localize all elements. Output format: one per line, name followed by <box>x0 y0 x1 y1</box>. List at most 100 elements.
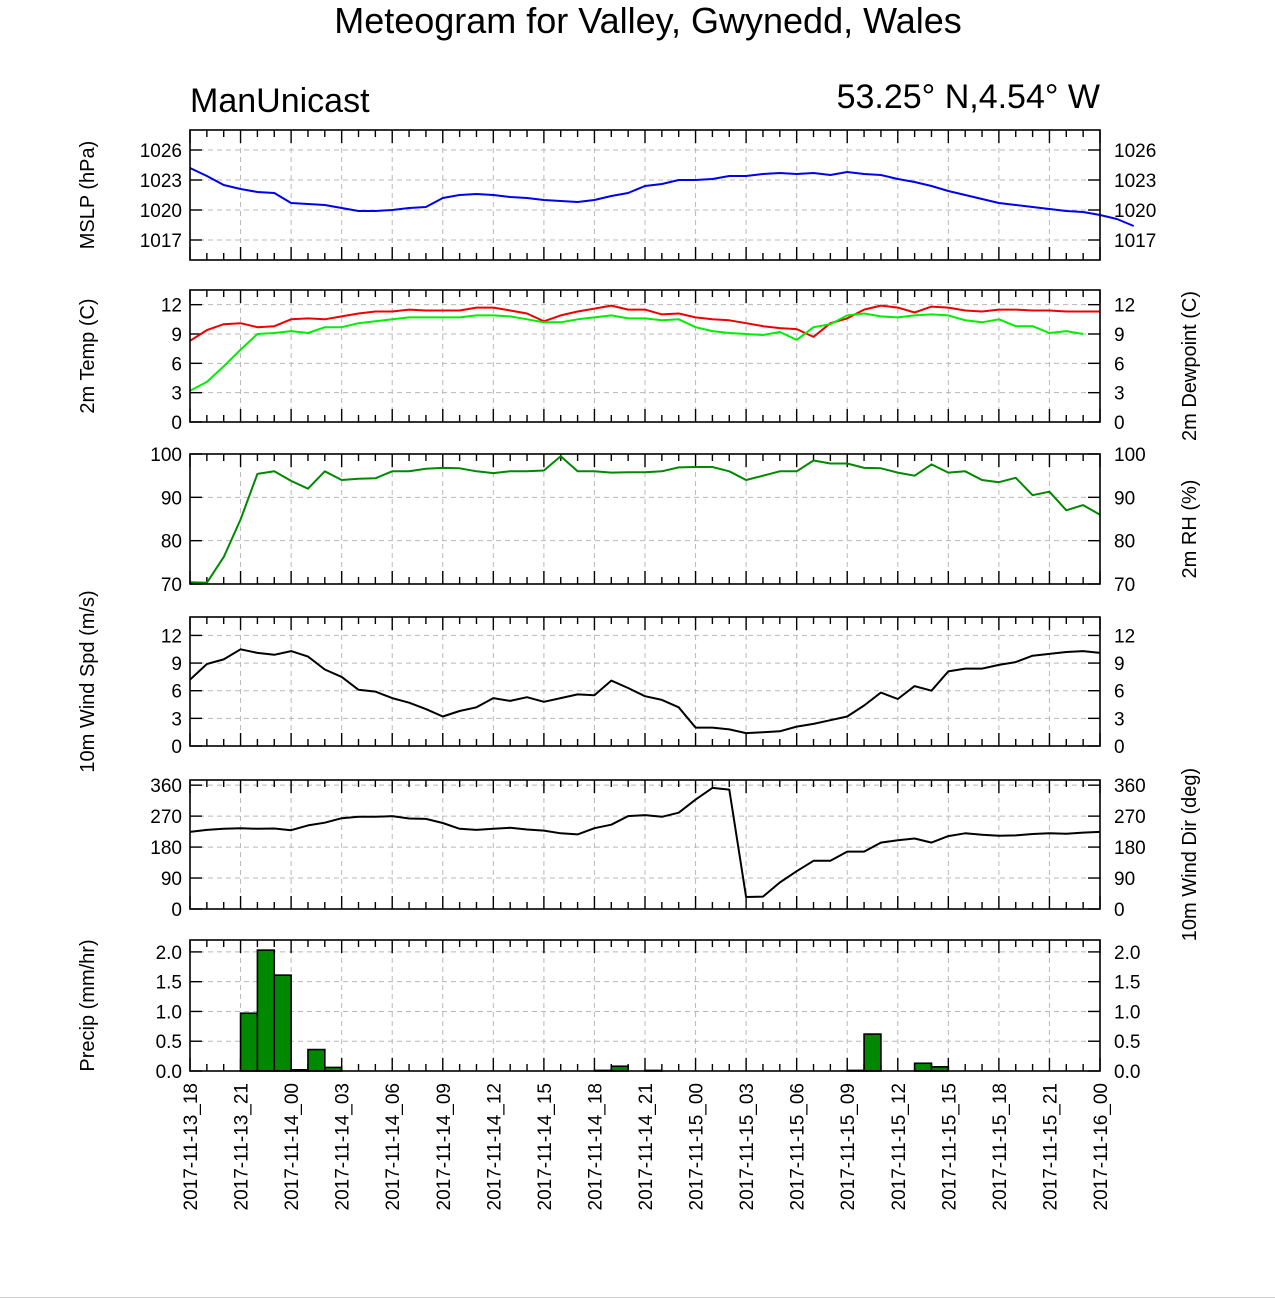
precip-bar <box>273 974 292 1072</box>
x-tick-label: 2017-11-15_15 <box>939 1083 960 1210</box>
x-tick-label: 2017-11-14_06 <box>383 1083 404 1210</box>
y-tick-label-right: 1026 <box>1114 141 1156 162</box>
y-tick-label-left: 0 <box>171 900 182 921</box>
y-tick-label-right: 9 <box>1114 654 1125 675</box>
panel-wdir: 0 0 90 90 180 180 270 270 360 360 10m Wind Dir (de… <box>150 768 1201 941</box>
y-tick-label-left: 90 <box>161 869 182 890</box>
y-tick-label-right: 0 <box>1114 900 1125 921</box>
x-tick-label: 2017-11-15_18 <box>990 1083 1011 1210</box>
y-tick-label-left: 1023 <box>140 171 182 192</box>
chart-title: Meteogram for Valley, Gwynedd, Wales <box>334 0 962 41</box>
wdir-series-0 <box>189 786 1101 898</box>
bottom-divider <box>0 1297 1275 1298</box>
y-tick-label-left: 0.5 <box>156 1032 182 1053</box>
y-tick-label-right: 1.5 <box>1114 973 1140 994</box>
x-tick-label: 2017-11-15_00 <box>687 1083 708 1210</box>
y-tick-label-left: 1.0 <box>156 1002 182 1023</box>
y-tick-label-right: 90 <box>1114 488 1135 509</box>
panel-wspd: 0 0 3 3 6 6 9 9 12 12 10m Wind Spd (m/s) <box>77 590 1135 772</box>
panels: 1017 1017 1020 1020 1023 1023 1026 1026 MSLP (hP… <box>77 129 1201 1210</box>
temp-series-1 <box>189 312 1084 392</box>
y-axis-label-left: 10m Wind Spd (m/s) <box>77 590 99 772</box>
panel-frame <box>189 289 1101 423</box>
y-tick-label-left: 12 <box>161 626 182 647</box>
y-tick-label-left: 0 <box>171 413 182 434</box>
panel-temp: 0 0 3 3 6 6 9 9 12 12 2m Temp (C) 2m Dewpoint (C) <box>77 289 1201 441</box>
y-tick-label-right: 6 <box>1114 682 1125 703</box>
x-tick-label: 2017-11-16_00 <box>1091 1083 1112 1210</box>
y-tick-label-right: 0 <box>1114 413 1125 434</box>
y-axis-label-right: 2m RH (%) <box>1179 480 1201 579</box>
y-tick-label-left: 2.0 <box>156 943 182 964</box>
x-tick-label: 2017-11-14_21 <box>636 1083 657 1210</box>
y-tick-label-left: 9 <box>171 654 182 675</box>
y-tick-label-right: 3 <box>1114 384 1125 405</box>
rh-series-0 <box>189 455 1101 584</box>
y-tick-label-right: 2.0 <box>1114 943 1140 964</box>
y-tick-label-left: 12 <box>161 296 182 317</box>
y-tick-label-right: 180 <box>1114 838 1146 859</box>
x-tick-label: 2017-11-14_12 <box>484 1083 505 1210</box>
y-tick-label-right: 70 <box>1114 575 1135 596</box>
wspd-series-0 <box>189 648 1101 735</box>
y-tick-label-left: 6 <box>171 682 182 703</box>
y-tick-label-left: 0 <box>171 737 182 758</box>
x-tick-label: 2017-11-14_09 <box>434 1083 455 1210</box>
y-tick-label-left: 100 <box>150 445 182 466</box>
y-tick-label-left: 0.0 <box>156 1062 182 1083</box>
y-tick-label-left: 180 <box>150 838 182 859</box>
y-tick-label-right: 0 <box>1114 737 1125 758</box>
precip-bar <box>307 1048 326 1072</box>
y-tick-label-right: 3 <box>1114 709 1125 730</box>
temp-series-0 <box>189 304 1100 342</box>
y-tick-label-right: 12 <box>1114 626 1135 647</box>
panel-mslp: 1017 1017 1020 1020 1023 1023 1026 1026 MSLP (hP… <box>77 129 1156 261</box>
y-tick-label-right: 6 <box>1114 354 1125 375</box>
location-label: 53.25° N,4.54° W <box>837 78 1100 116</box>
y-tick-label-left: 1026 <box>140 141 182 162</box>
y-tick-label-left: 9 <box>171 325 182 346</box>
y-tick-label-right: 1.0 <box>1114 1002 1140 1023</box>
y-tick-label-left: 1017 <box>140 231 182 252</box>
y-tick-label-right: 100 <box>1114 445 1146 466</box>
panel-frame <box>189 453 1101 585</box>
y-tick-label-left: 70 <box>161 575 182 596</box>
y-axis-label-left: Precip (mm/hr) <box>77 939 99 1071</box>
y-tick-label-left: 1020 <box>140 201 182 222</box>
x-tick-label: 2017-11-13_21 <box>232 1083 253 1210</box>
x-tick-label: 2017-11-14_03 <box>333 1083 354 1210</box>
y-axis-label-left: MSLP (hPa) <box>77 141 99 250</box>
x-tick-label: 2017-11-15_06 <box>788 1083 809 1210</box>
y-tick-label-left: 90 <box>161 488 182 509</box>
y-tick-label-right: 0.0 <box>1114 1062 1140 1083</box>
x-tick-label: 2017-11-14_00 <box>282 1083 303 1210</box>
y-tick-label-right: 0.5 <box>1114 1032 1140 1053</box>
y-tick-label-left: 360 <box>150 776 182 797</box>
y-tick-label-left: 3 <box>171 709 182 730</box>
x-tick-label: 2017-11-15_12 <box>889 1083 910 1210</box>
y-tick-label-right: 270 <box>1114 807 1146 828</box>
precip-bar <box>239 1012 259 1072</box>
y-tick-label-left: 80 <box>161 532 182 553</box>
y-tick-label-right: 360 <box>1114 776 1146 797</box>
x-tick-label: 2017-11-15_03 <box>737 1083 758 1210</box>
precip-bar <box>863 1033 882 1072</box>
y-tick-label-right: 80 <box>1114 532 1135 553</box>
precip-bar <box>913 1062 933 1072</box>
precip-bar <box>256 949 276 1072</box>
panel-frame <box>189 779 1101 910</box>
x-tick-label: 2017-11-14_15 <box>535 1083 556 1210</box>
panel-frame <box>189 129 1101 261</box>
y-axis-label-left: 2m Temp (C) <box>77 298 99 413</box>
y-axis-label-right: 10m Wind Dir (deg) <box>1179 768 1201 941</box>
y-tick-label-right: 9 <box>1114 325 1125 346</box>
y-tick-label-left: 270 <box>150 807 182 828</box>
y-tick-label-right: 90 <box>1114 869 1135 890</box>
x-tick-label: 2017-11-15_21 <box>1040 1083 1061 1210</box>
y-tick-label-right: 12 <box>1114 296 1135 317</box>
y-tick-label-right: 1023 <box>1114 171 1156 192</box>
mslp-series-0 <box>189 167 1135 227</box>
panel-frame <box>189 616 1101 747</box>
y-tick-label-left: 1.5 <box>156 973 182 994</box>
